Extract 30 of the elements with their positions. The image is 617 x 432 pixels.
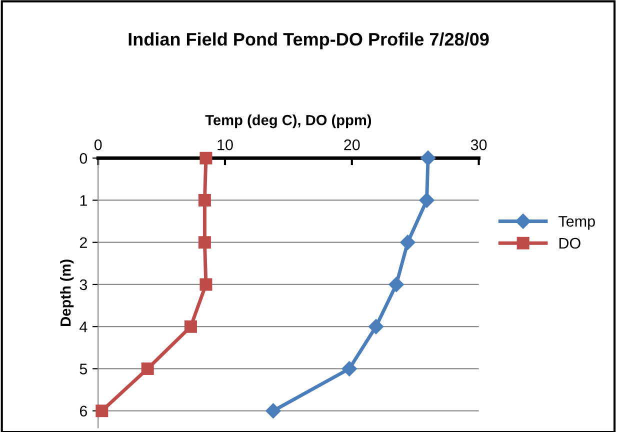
x-tick-label: 20	[344, 139, 360, 150]
point	[419, 192, 434, 208]
point	[266, 403, 281, 418]
point	[200, 152, 212, 164]
y-tick-label: 5	[80, 364, 88, 374]
point	[198, 236, 211, 249]
y-tick-label: 1	[80, 195, 87, 206]
x-axis-title: Temp (deg C), DO (ppm)	[205, 114, 372, 128]
point	[342, 361, 357, 376]
point	[200, 278, 212, 291]
legend-label: DO	[559, 238, 580, 249]
point	[368, 319, 384, 334]
point	[420, 150, 436, 166]
point	[96, 404, 108, 418]
point	[400, 234, 416, 250]
y-tick-label: 0	[80, 152, 88, 164]
x-tick-label: 10	[218, 139, 233, 150]
legend-label: Temp	[558, 216, 595, 230]
y-tick-label: 6	[80, 406, 88, 417]
point	[388, 276, 404, 292]
point	[198, 194, 211, 206]
chart-title: Indian Field Pond Temp-DO Profile 7/28/09	[128, 32, 489, 50]
point	[184, 320, 197, 333]
x-tick-label: 0	[94, 139, 102, 150]
point	[141, 362, 154, 375]
y-axis-title: Depth (m)	[60, 260, 74, 326]
y-tick-label: 3	[80, 279, 88, 290]
y-tick-label: 4	[80, 322, 88, 332]
x-tick-label: 30	[470, 139, 487, 150]
y-tick-label: 2	[80, 237, 87, 248]
